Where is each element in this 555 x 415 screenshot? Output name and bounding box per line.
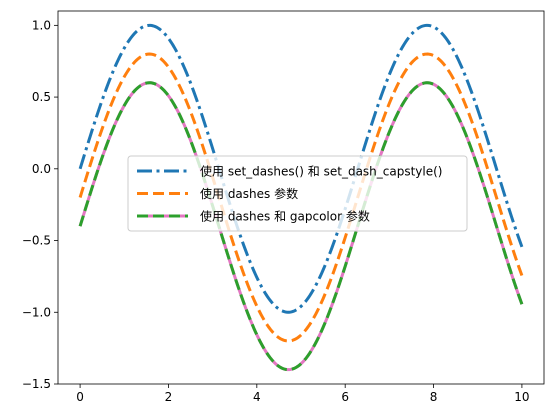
x-tick-label: 6 xyxy=(341,390,349,404)
y-tick-label: 1.0 xyxy=(32,18,51,32)
y-axis: −1.5 −1.0 −0.5 0.0 0.5 1.0 xyxy=(22,18,58,391)
legend-label-2: 使用 dashes 参数 xyxy=(200,186,298,201)
axes-border xyxy=(57,10,545,385)
x-tick-label: 0 xyxy=(76,390,84,404)
y-tick-label: −1.0 xyxy=(22,305,51,319)
x-axis: 0 2 4 6 8 10 xyxy=(76,384,530,404)
series-line-1 xyxy=(78,23,524,314)
y-tick-label: 0.0 xyxy=(32,162,51,176)
x-tick-label: 8 xyxy=(430,390,438,404)
x-tick-label: 2 xyxy=(165,390,173,404)
x-tick-label: 4 xyxy=(253,390,261,404)
legend-label-3: 使用 dashes 和 gapcolor 参数 xyxy=(200,209,370,224)
x-tick-label: 10 xyxy=(514,390,529,404)
series-line-3 xyxy=(78,81,524,372)
legend: 使用 set_dashes() 和 set_dash_capstyle() 使用 … xyxy=(127,155,468,232)
series-line-2 xyxy=(78,52,524,343)
plot-lines xyxy=(78,23,524,372)
y-tick-label: −0.5 xyxy=(22,234,51,248)
axes-frame xyxy=(57,10,545,385)
legend-box xyxy=(127,155,468,232)
y-tick-label: −1.5 xyxy=(22,377,51,391)
legend-label-1: 使用 set_dashes() 和 set_dash_capstyle() xyxy=(200,164,443,179)
y-tick-label: 0.5 xyxy=(32,90,51,104)
